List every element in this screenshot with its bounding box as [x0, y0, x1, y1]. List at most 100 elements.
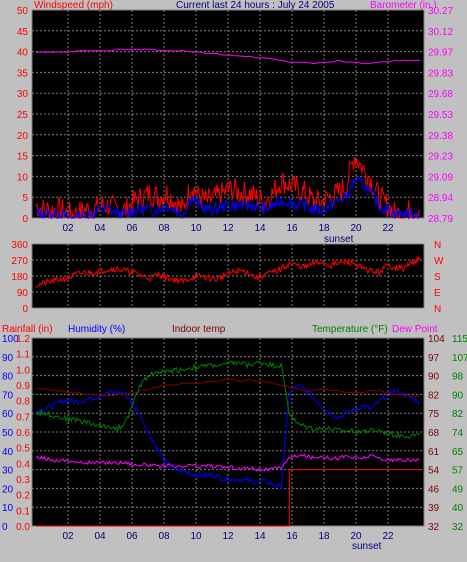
humidity-y-tick: 50 — [2, 428, 14, 439]
temp-x-tick: 14 — [254, 531, 266, 542]
barometer-y-tick: 28.79 — [428, 214, 453, 225]
humidity-y-tick: 100 — [2, 334, 19, 345]
direction-compass-tick: N — [434, 240, 441, 251]
barometer-y-tick: 29.97 — [428, 48, 453, 59]
humidity-y-tick: 80 — [2, 372, 14, 383]
temp-y-tick-left: 74 — [452, 428, 464, 439]
series-indoor-temp — [35, 378, 421, 398]
rain-y-tick: 0.5 — [16, 444, 30, 455]
barometer-y-tick: 29.68 — [428, 89, 453, 100]
direction-compass-tick: E — [434, 288, 441, 299]
temp-y-tick-right: 97 — [428, 353, 440, 364]
temp-y-tick-right: 54 — [428, 466, 440, 477]
rain-y-tick: 0.3 — [16, 475, 30, 486]
humidity-y-tick: 60 — [2, 409, 14, 420]
temp-y-tick-left: 57 — [452, 466, 464, 477]
rain-y-tick: 0.0 — [16, 522, 30, 533]
temperature-axis-title: Temperature (°F) — [312, 324, 388, 335]
wind-x-tick: 02 — [62, 223, 74, 234]
windspeed-axis-title: Windspeed (mph) — [34, 0, 113, 11]
temp-series-group — [35, 360, 421, 527]
barometer-y-tick: 29.23 — [428, 152, 453, 163]
temp-y-tick-right: 46 — [428, 484, 440, 495]
temp-x-tick: 20 — [350, 531, 362, 542]
indoor-temp-title: Indoor temp — [172, 324, 226, 335]
dewpoint-axis-title: Dew Point — [392, 324, 438, 335]
direction-y-tick: 90 — [17, 288, 29, 299]
wind-y-tick: 35 — [17, 68, 29, 79]
temp-y-tick-right: 39 — [428, 503, 440, 514]
wind-y-tick: 5 — [22, 193, 28, 204]
wind-x-tick: 14 — [254, 223, 266, 234]
temp-y-tick-left: 40 — [452, 503, 464, 514]
wind-x-tick: 06 — [126, 223, 138, 234]
temp-y-tick-right: 90 — [428, 372, 440, 383]
wind-x-tick: 10 — [190, 223, 202, 234]
temp-y-tick-left: 32 — [452, 522, 464, 533]
temp-y-tick-left: 107 — [452, 353, 467, 364]
direction-compass-tick: S — [434, 272, 441, 283]
humidity-y-tick: 30 — [2, 466, 14, 477]
wind-y-tick: 15 — [17, 152, 29, 163]
wind-tick-labels: 0 28.79 5 28.94 10 29.09 15 29.23 20 29.38 25 29.53… — [17, 6, 454, 234]
temp-y-tick-left: 82 — [452, 409, 464, 420]
wind-gridlines — [32, 9, 424, 219]
barometer-y-tick: 30.12 — [428, 27, 453, 38]
series-wind-average — [35, 175, 421, 220]
series-humidity — [35, 383, 421, 490]
wind-y-tick: 25 — [17, 110, 29, 121]
direction-y-tick: 270 — [11, 256, 28, 267]
temp-y-tick-left: 90 — [452, 390, 464, 401]
humidity-y-tick: 70 — [2, 390, 14, 401]
temp-sunset-label: sunset — [352, 541, 382, 552]
wind-x-tick: 16 — [286, 223, 298, 234]
rain-y-tick: 0.7 — [16, 412, 30, 423]
temp-y-tick-right: 68 — [428, 428, 440, 439]
temp-x-tick: 16 — [286, 531, 298, 542]
temp-x-tick: 22 — [382, 531, 394, 542]
barometer-y-tick: 29.38 — [428, 131, 453, 142]
chart-title: Current last 24 hours : July 24 2005 — [176, 0, 335, 11]
temp-y-tick-right: 32 — [428, 522, 440, 533]
humidity-axis-title: Humidity (%) — [68, 324, 125, 335]
barometer-y-tick: 30.27 — [428, 6, 453, 17]
temp-y-tick-left: 65 — [452, 447, 464, 458]
wind-x-tick: 22 — [382, 223, 394, 234]
wind-x-tick: 12 — [222, 223, 234, 234]
series-dewpoint — [35, 453, 421, 472]
wind-y-tick: 45 — [17, 27, 29, 38]
rain-y-tick: 1.2 — [16, 334, 30, 345]
direction-y-tick: 360 — [11, 240, 28, 251]
series-wind-direction — [35, 255, 421, 289]
series-temperature — [35, 360, 421, 439]
temp-x-tick: 18 — [318, 531, 330, 542]
temp-y-tick-left: 98 — [452, 372, 464, 383]
temp-y-tick-right: 82 — [428, 390, 440, 401]
humidity-y-tick: 90 — [2, 353, 14, 364]
temp-tick-labels: 0 32 32 10 40 39 20 49 46 30 57 54 40 65 61 50 74 68 60 82 7… — [2, 334, 467, 542]
rainfall-axis-title: Rainfall (in) — [2, 324, 53, 335]
barometer-y-tick: 29.83 — [428, 68, 453, 79]
temp-x-tick: 12 — [222, 531, 234, 542]
wind-x-tick: 08 — [158, 223, 170, 234]
wind-y-tick: 40 — [17, 48, 29, 59]
direction-series-group — [35, 255, 421, 289]
wind-y-tick: 10 — [17, 172, 29, 183]
humidity-y-tick: 10 — [2, 503, 14, 514]
wind-x-tick: 18 — [318, 223, 330, 234]
temp-x-tick: 10 — [190, 531, 202, 542]
temp-y-tick-left: 115 — [452, 334, 467, 345]
rain-y-tick: 0.4 — [16, 459, 30, 470]
rain-y-tick: 0.2 — [16, 491, 30, 502]
wind-series-group — [35, 48, 421, 220]
wind-y-tick: 30 — [17, 89, 29, 100]
direction-y-tick: 180 — [11, 272, 28, 283]
humidity-y-tick: 20 — [2, 484, 14, 495]
wind-x-tick: 20 — [350, 223, 362, 234]
wind-y-tick: 20 — [17, 131, 29, 142]
rain-y-tick: 0.1 — [16, 506, 30, 517]
rain-y-tick: 1.1 — [16, 350, 30, 361]
temp-x-tick: 06 — [126, 531, 138, 542]
temp-x-tick: 08 — [158, 531, 170, 542]
wind-sunset-label: sunset — [324, 234, 354, 245]
